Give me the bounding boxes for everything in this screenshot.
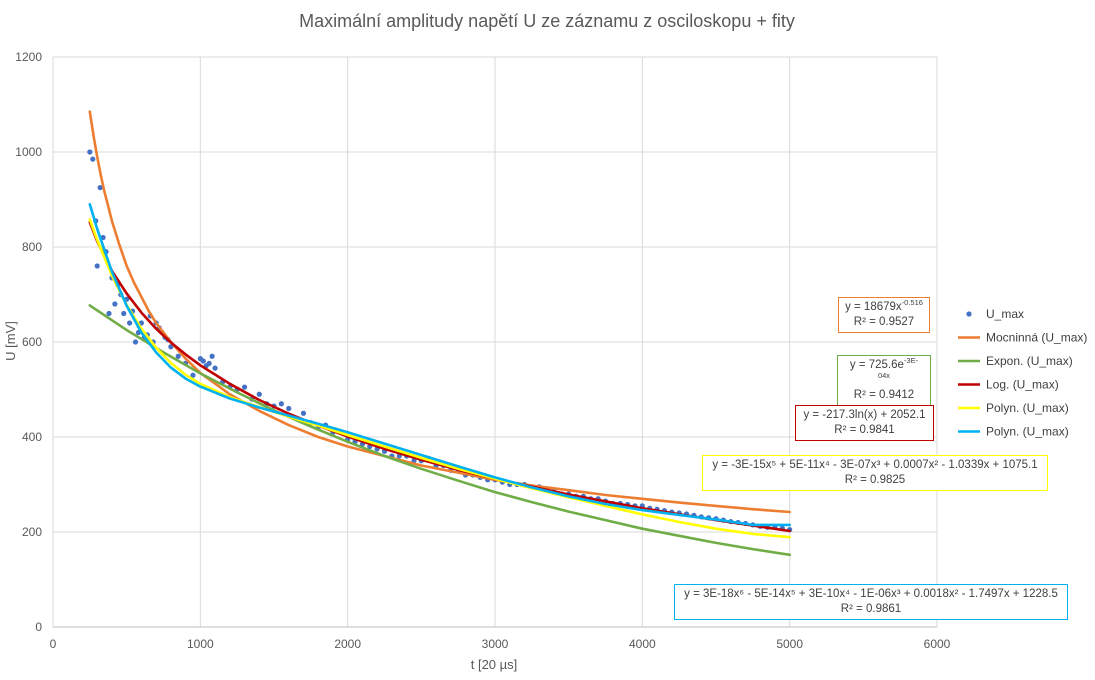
y-tick-label: 1200 xyxy=(15,50,42,64)
legend-label: Polyn. (U_max) xyxy=(986,425,1069,439)
y-tick-label: 200 xyxy=(22,525,42,539)
x-tick-label: 1000 xyxy=(187,637,214,651)
x-tick-label: 4000 xyxy=(629,637,656,651)
equation-polynomial-6: y = 3E-18x⁶ - 5E-14x⁵ + 3E-10x⁴ - 1E-06x… xyxy=(674,584,1068,620)
fit-line-1 xyxy=(88,110,791,514)
y-tick-label: 400 xyxy=(22,430,42,444)
y-tick-label: 600 xyxy=(22,335,42,349)
chart-title: Maximální amplitudy napětí U ze záznamu … xyxy=(299,11,795,31)
data-point xyxy=(175,353,181,359)
data-point xyxy=(200,358,206,364)
data-point xyxy=(121,310,127,317)
fit-line-4 xyxy=(88,218,791,539)
data-point xyxy=(94,263,100,269)
data-point xyxy=(106,310,112,317)
equation-power-r2: R² = 0.9527 xyxy=(853,316,915,328)
equation-power-formula: y = 18679x-0.516 xyxy=(845,298,923,315)
data-point xyxy=(278,401,284,407)
equation-polynomial-5-r2: R² = 0.9825 xyxy=(844,474,906,486)
data-point xyxy=(190,372,196,378)
equation-exponential-formula: y = 725.6e-3E-04x xyxy=(844,356,924,388)
y-tick-labels: 0 200 400 600 800 1000 1200 xyxy=(15,50,42,634)
fit-line-5 xyxy=(88,203,791,527)
equation-polynomial-6-formula: y = 3E-18x⁶ - 5E-14x⁵ + 3E-10x⁴ - 1E-06x… xyxy=(684,588,1058,600)
data-point xyxy=(209,353,215,359)
data-point xyxy=(300,410,307,416)
data-point xyxy=(168,344,174,350)
fit-lines xyxy=(88,110,791,557)
equation-exponential-base: y = 725.6e xyxy=(849,359,904,371)
equation-logarithmic-formula: y = -217.3ln(x) + 2052.1 xyxy=(803,409,926,421)
data-point xyxy=(256,391,262,397)
x-tick-label: 3000 xyxy=(482,637,509,651)
y-tick-label: 1000 xyxy=(15,145,42,159)
x-tick-label: 2000 xyxy=(334,637,361,651)
y-tick-label: 800 xyxy=(22,240,42,254)
equation-exponential-r2: R² = 0.9412 xyxy=(853,389,915,401)
data-point xyxy=(127,320,133,326)
x-tick-label: 0 xyxy=(50,637,57,651)
legend-label: Expon. (U_max) xyxy=(986,354,1073,368)
x-tick-labels: 0 1000 2000 3000 4000 5000 6000 xyxy=(50,637,951,651)
data-point xyxy=(112,301,118,307)
data-point xyxy=(87,149,93,155)
legend-label: Polyn. (U_max) xyxy=(986,401,1069,415)
legend-label: Log. (U_max) xyxy=(986,378,1059,392)
data-point xyxy=(132,339,139,345)
equation-power-exponent: -0.516 xyxy=(901,298,923,308)
equation-polynomial-5: y = -3E-15x⁵ + 5E-11x⁴ - 3E-07x³ + 0.000… xyxy=(702,455,1048,491)
y-tick-label: 0 xyxy=(35,620,42,634)
data-point xyxy=(97,185,103,191)
equation-polynomial-5-formula: y = -3E-15x⁵ + 5E-11x⁴ - 3E-07x³ + 0.000… xyxy=(712,459,1038,471)
equation-power-base: y = 18679x xyxy=(845,301,902,313)
x-axis-label: t [20 µs] xyxy=(471,657,518,672)
data-point xyxy=(206,360,212,366)
fit-line-2 xyxy=(88,304,791,557)
equation-logarithmic-r2: R² = 0.9841 xyxy=(834,424,895,436)
equation-polynomial-6-r2: R² = 0.9861 xyxy=(840,603,902,615)
y-axis-label: U [mV] xyxy=(3,321,18,361)
gridlines xyxy=(52,56,938,628)
data-point xyxy=(286,405,292,412)
x-tick-label: 6000 xyxy=(924,637,951,651)
x-tick-label: 5000 xyxy=(776,637,803,651)
equation-logarithmic: y = -217.3ln(x) + 2052.1 R² = 0.9841 xyxy=(795,405,934,441)
data-point xyxy=(212,365,218,371)
data-point xyxy=(90,156,96,162)
legend-label: U_max xyxy=(986,307,1024,321)
legend-marker xyxy=(966,311,972,317)
legend-label: Mocninná (U_max) xyxy=(986,331,1087,345)
data-point xyxy=(241,384,248,390)
equation-power: y = 18679x-0.516 R² = 0.9527 xyxy=(838,297,930,333)
legend: U_max Mocninná (U_max) Expon. (U_max) Log. … xyxy=(958,307,1087,439)
equation-exponential-exponent: -3E-04x xyxy=(877,356,919,381)
equation-exponential: y = 725.6e-3E-04x R² = 0.9412 xyxy=(837,355,931,406)
